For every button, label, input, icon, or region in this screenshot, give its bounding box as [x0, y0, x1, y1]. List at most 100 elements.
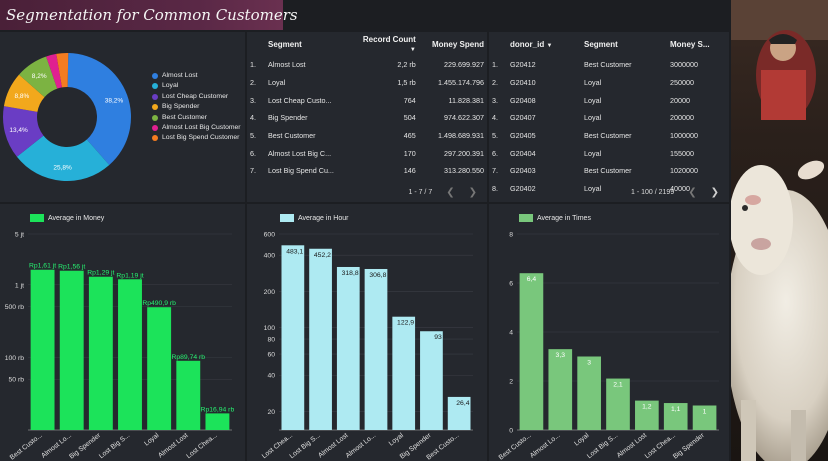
legend-item[interactable]: Big Spender: [152, 103, 244, 111]
cell-count: 170: [403, 148, 416, 158]
segment-summary-table: Segment Record Count ▼ Money Spend 1. Almo…: [247, 32, 487, 180]
table2-pager: 1 - 100 / 2199 ❮ ❯: [631, 187, 719, 198]
bar[interactable]: [606, 378, 630, 430]
table-row[interactable]: 7. Lost Big Spend Cu... 146 313.280.550: [247, 162, 487, 180]
legend-dot: [152, 125, 158, 132]
bar-value-label: 452,2: [314, 252, 331, 259]
table-row[interactable]: 4. Big Spender 504 974.622.307: [247, 109, 487, 127]
column-header-money-spend[interactable]: Money Spend: [431, 39, 484, 49]
cell-segment: Loyal: [584, 113, 602, 123]
cell-idx: 3.: [250, 95, 256, 105]
table-row[interactable]: 6. Almost Lost Big C... 170 297.200.391: [247, 144, 487, 162]
dashboard-title-bar: Segmentation for Common Customers: [0, 0, 298, 30]
pie-slice[interactable]: [3, 74, 45, 112]
cell-id: G20405: [510, 131, 536, 141]
x-tick-label: Best Custo...: [498, 432, 533, 461]
table-row[interactable]: 8. G20402 Loyal 40000: [489, 180, 729, 198]
table-row[interactable]: 5. G20405 Best Customer 1000000: [489, 127, 729, 145]
table-row[interactable]: 2. Loyal 1,5 rb 1.455.174.796: [247, 74, 487, 92]
cell-id: G20412: [510, 60, 536, 70]
legend-item[interactable]: Best Customer: [152, 114, 244, 122]
sort-desc-icon[interactable]: ▼: [409, 47, 416, 53]
legend-item[interactable]: Lost Cheap Customer: [152, 93, 244, 101]
table-row[interactable]: 5. Best Customer 465 1.498.689.931: [247, 127, 487, 145]
bar[interactable]: [364, 268, 388, 430]
pie-slice[interactable]: [19, 56, 58, 98]
bar[interactable]: [59, 270, 84, 430]
segment-donut-chart[interactable]: 38,2% 25,8% 13,4% 8,8% 8,2%: [0, 32, 150, 202]
bar[interactable]: [692, 405, 717, 431]
bar[interactable]: [205, 413, 230, 430]
cell-segment: Loyal: [584, 78, 602, 88]
cell-id: G20403: [510, 166, 536, 176]
pie-slice[interactable]: [67, 53, 131, 166]
bar[interactable]: [663, 403, 688, 430]
cell-idx: 6.: [492, 148, 498, 158]
bar[interactable]: [447, 396, 471, 430]
prev-page-icon[interactable]: ❮: [688, 187, 697, 198]
table-row[interactable]: 1. Almost Lost 2,2 rb 229.699.927: [247, 56, 487, 74]
bar[interactable]: [336, 266, 360, 430]
table-row[interactable]: 2. G20410 Loyal 250000: [489, 74, 729, 92]
bar[interactable]: [88, 276, 113, 430]
cell-segment: Best Customer: [584, 60, 632, 70]
next-page-icon[interactable]: ❯: [710, 187, 719, 198]
table-row[interactable]: 6. G20404 Loyal 155000: [489, 144, 729, 162]
bar[interactable]: [281, 245, 305, 430]
bar-value-label: 1,2: [642, 404, 652, 411]
sheep-photo: [731, 0, 828, 461]
y-tick-label: 8: [509, 232, 513, 239]
pie-slice[interactable]: [56, 53, 69, 88]
bar[interactable]: [392, 316, 416, 430]
cell-money: 297.200.391: [444, 148, 484, 158]
column-header-donor-id[interactable]: donor_id ▼: [510, 39, 553, 49]
bar[interactable]: [176, 360, 201, 430]
pie-slice[interactable]: [46, 53, 62, 89]
average-money-bar-chart[interactable]: 5 jt 1 jt 500 rb 100 rb 50 rb Rp1,61 jt Best C…: [0, 204, 245, 461]
column-header-money-spend[interactable]: Money S...: [670, 39, 710, 49]
table-row[interactable]: 4. G20407 Loyal 200000: [489, 109, 729, 127]
x-tick-label: Almost Lost: [157, 432, 189, 459]
pie-value-label: 8,2%: [32, 73, 47, 80]
y-tick-label: 600: [264, 232, 276, 239]
bar[interactable]: [147, 307, 172, 430]
cell-money: 1000000: [670, 131, 698, 141]
cell-idx: 3.: [492, 95, 498, 105]
donor-table: donor_id ▼ Segment Money S... 1. G20412 Be…: [489, 32, 729, 198]
column-header-segment[interactable]: Segment: [268, 39, 302, 49]
cell-idx: 7.: [492, 166, 498, 176]
bar[interactable]: [548, 349, 573, 430]
bar[interactable]: [420, 331, 443, 430]
average-times-bar-chart[interactable]: 8 6 4 2 0 6,4 Best Custo... 3,3 Almost Lo... 3 Loy…: [489, 204, 729, 461]
table-row[interactable]: 3. G20408 Loyal 20000: [489, 91, 729, 109]
cell-idx: 5.: [250, 131, 256, 141]
x-tick-label: Lost Big S...: [98, 432, 131, 460]
bar[interactable]: [577, 356, 601, 431]
next-page-icon[interactable]: ❯: [468, 187, 477, 198]
cell-segment: Almost Lost Big C...: [268, 148, 332, 158]
column-header-segment[interactable]: Segment: [584, 39, 618, 49]
bar[interactable]: [309, 248, 332, 430]
bar[interactable]: [30, 269, 55, 430]
pie-value-label: 8,8%: [15, 93, 30, 100]
legend-item[interactable]: Loyal: [152, 82, 244, 90]
pie-slice[interactable]: [16, 135, 110, 181]
bar[interactable]: [635, 400, 659, 430]
legend-item[interactable]: Almost Lost Big Customer: [152, 124, 244, 132]
legend-item[interactable]: Almost Lost: [152, 72, 244, 80]
prev-page-icon[interactable]: ❮: [446, 187, 455, 198]
pie-slice[interactable]: [2, 106, 44, 157]
legend-item[interactable]: Lost Big Spend Customer: [152, 134, 244, 142]
table-row[interactable]: 3. Lost Cheap Custo... 764 11.828.381: [247, 91, 487, 109]
bar[interactable]: [519, 273, 544, 430]
sort-desc-icon[interactable]: ▼: [546, 42, 553, 49]
chart-legend: Average in Money: [30, 214, 104, 222]
bar[interactable]: [118, 279, 142, 430]
table-row[interactable]: 1. G20412 Best Customer 3000000: [489, 56, 729, 74]
table-row[interactable]: 7. G20403 Best Customer 1020000: [489, 162, 729, 180]
column-header-record-count[interactable]: Record Count ▼: [362, 35, 416, 53]
bar-value-label: Rp1,29 jt: [87, 270, 114, 277]
cell-segment: Loyal: [268, 78, 286, 88]
cell-count: 764: [403, 95, 416, 105]
